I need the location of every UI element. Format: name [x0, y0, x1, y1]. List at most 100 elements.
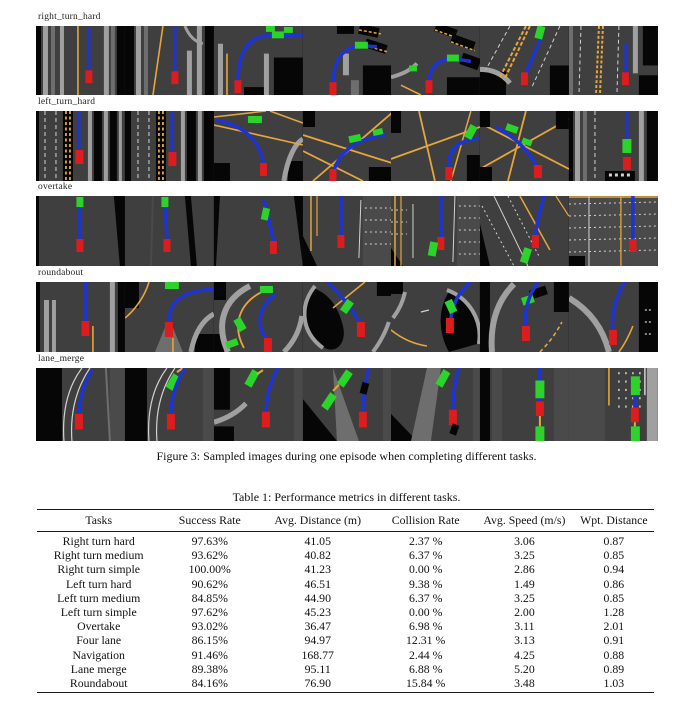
table-cell: 0.85 [603, 548, 625, 563]
table-cell: 90.62% [191, 576, 228, 591]
figure-row-label-left_turn_hard: left_turn_hard [38, 97, 96, 107]
table-cell: Right turn hard [62, 534, 135, 548]
scene-tile-roundabout-1 [36, 282, 125, 352]
table-cell: 44.90 [304, 590, 331, 605]
table-cell: 94.97 [304, 633, 331, 648]
scene-tile-roundabout-6 [480, 282, 570, 352]
table-cell: 9.38 % [408, 576, 443, 591]
scene-tile-right_turn_hard-6 [480, 26, 570, 95]
table-row: Right turn hard 97.63% 41.05 2.37 % 3.06 0.87 [37, 532, 654, 549]
table-row: Overtake 93.02% 36.47 6.98 % 3.11 2.01 [37, 619, 654, 633]
figure-row-label-right_turn_hard: right_turn_hard [38, 12, 101, 22]
figure-row-label-overtake: overtake [38, 182, 73, 192]
scene-tile-right_turn_hard-4 [302, 26, 392, 95]
scene-tile-right_turn_hard-3 [213, 26, 303, 95]
table-cell: 41.23 [304, 562, 331, 577]
table-cell: 41.05 [304, 534, 331, 548]
scene-tile-lane_merge-3 [213, 368, 303, 441]
table-cell: 2.44 % [408, 647, 443, 662]
figure-row-strip-overtake [36, 196, 659, 266]
scene-tile-roundabout-4 [302, 282, 392, 352]
table-row: Right turn medium 93.62% 40.82 6.37 % 3.25 0.… [37, 548, 654, 562]
table-cell: 93.62% [191, 548, 228, 563]
column-header: Avg. Speed (m/s) [483, 513, 566, 527]
table-cell: Four lane [76, 633, 122, 648]
table-cell: 100.00% [188, 562, 231, 577]
figure-3: right_turn_hard left_turn_hard overtake rou… [36, 12, 659, 441]
metrics-table: Tasks Success Rate Avg. Distance (m) Collis… [37, 509, 654, 693]
table-cell: 45.23 [304, 605, 331, 620]
scene-tile-roundabout-2 [124, 282, 214, 352]
table-cell: Left turn hard [65, 576, 132, 591]
scene-tile-lane_merge-2 [124, 368, 214, 441]
table-cell: 91.46% [191, 647, 228, 662]
table-cell: 97.63% [191, 534, 228, 548]
table-cell: 36.47 [304, 619, 331, 634]
scene-tile-overtake-3 [213, 196, 303, 266]
table-cell: 2.86 [514, 562, 535, 577]
table-cell: 6.37 % [408, 548, 443, 563]
table-cell: 76.90 [304, 676, 331, 691]
table-cell: 1.49 [514, 576, 535, 591]
table-cell: 3.25 [514, 548, 535, 563]
table-cell: 46.51 [304, 576, 331, 591]
table-cell: 97.62% [191, 605, 228, 620]
table-cell: Left turn simple [60, 605, 137, 620]
figure-caption: Figure 3: Sampled images during one epis… [156, 449, 537, 463]
column-header: Avg. Distance (m) [274, 513, 362, 527]
table-cell: Right turn simple [57, 562, 140, 577]
table-cell: 4.25 [514, 647, 535, 662]
table-cell: 3.48 [514, 676, 535, 691]
table-row: Four lane 86.15% 94.97 12.31 % 3.13 0.91 [37, 633, 654, 647]
table-cell: 0.89 [603, 661, 625, 676]
table-cell: 12.31 % [406, 633, 446, 648]
table-cell: 86.15% [191, 633, 228, 648]
scene-tile-right_turn_hard-7 [569, 26, 659, 95]
table-cell: Roundabout [69, 676, 128, 691]
scene-tile-left_turn_hard-1 [36, 111, 125, 181]
table-cell: 3.06 [514, 534, 535, 548]
table-cell: Overtake [77, 619, 121, 634]
figure-row-strip-right_turn_hard [36, 26, 659, 95]
table-cell: 2.01 [603, 619, 625, 634]
table-caption: Table 1: Performance metrics in differen… [232, 490, 461, 504]
scene-tile-left_turn_hard-3 [213, 111, 303, 181]
table-cell: 0.87 [603, 534, 625, 548]
table-cell: Left turn medium [57, 590, 141, 605]
scene-tile-lane_merge-6 [480, 368, 570, 441]
table-cell: 2.00 [514, 605, 535, 620]
table-row: Right turn simple 100.00% 41.23 0.00 % 2.86 0… [37, 562, 654, 576]
table-cell: 84.16% [191, 676, 228, 691]
table-cell: 84.85% [191, 590, 228, 605]
scene-tile-lane_merge-1 [36, 368, 125, 441]
scene-tile-left_turn_hard-5 [391, 111, 481, 181]
table-row: Left turn hard 90.62% 46.51 9.38 % 1.49 0.86 [37, 577, 654, 591]
table-cell: 168.77 [301, 647, 334, 662]
table-row: Roundabout 84.16% 76.90 15.84 % 3.48 1.03 [37, 676, 654, 693]
table-cell: 89.38% [191, 661, 228, 676]
table-cell: 93.02% [191, 619, 228, 634]
table-row: Lane merge 89.38% 95.11 6.88 % 5.20 0.89 [37, 662, 654, 676]
table-cell: 0.91 [603, 633, 625, 648]
scene-tile-roundabout-5 [391, 282, 481, 352]
table-row: Left turn medium 84.85% 44.90 6.37 % 3.25 0.8… [37, 591, 654, 605]
table-row: Navigation 91.46% 168.77 2.44 % 4.25 0.88 [37, 648, 654, 662]
scene-tile-overtake-7 [569, 196, 659, 266]
figure-row-strip-lane_merge [36, 368, 659, 441]
scene-tile-overtake-4 [302, 196, 392, 266]
table-cell: 3.11 [514, 619, 535, 634]
table-cell: 0.88 [603, 647, 625, 662]
table-cell: 0.00 % [408, 605, 443, 620]
column-header: Tasks [85, 513, 113, 527]
table-cell: 0.86 [603, 576, 625, 591]
table-cell: 0.85 [603, 590, 625, 605]
column-header: Success Rate [178, 513, 241, 527]
table-cell: 0.00 % [408, 562, 443, 577]
scene-tile-right_turn_hard-1 [36, 26, 125, 95]
table-cell: 2.37 % [408, 534, 443, 548]
table-header: Tasks Success Rate Avg. Distance (m) Collis… [37, 509, 654, 532]
table-1: Tasks Success Rate Avg. Distance (m) Collis… [37, 509, 654, 693]
table-cell: 15.84 % [406, 676, 446, 691]
table-cell: 40.82 [304, 548, 331, 563]
